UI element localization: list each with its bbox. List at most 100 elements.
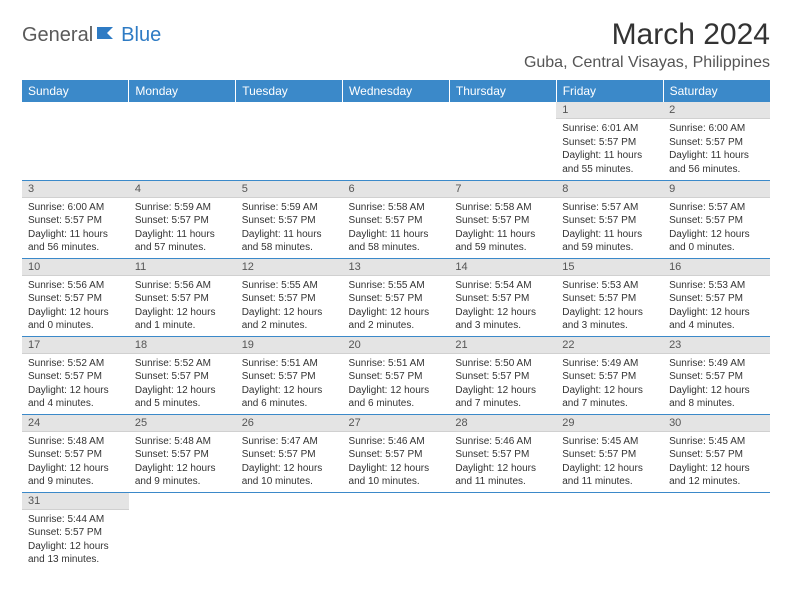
day-number: 12 xyxy=(236,259,343,276)
day-line: Daylight: 12 hours xyxy=(28,306,123,320)
day-line: Sunrise: 5:55 AM xyxy=(242,279,337,293)
day-line: Sunset: 5:57 PM xyxy=(669,292,764,306)
day-line: and 4 minutes. xyxy=(669,319,764,333)
day-line: Daylight: 11 hours xyxy=(562,149,657,163)
day-number: 28 xyxy=(449,415,556,432)
day-line: and 2 minutes. xyxy=(349,319,444,333)
calendar-day-cell: 3Sunrise: 6:00 AMSunset: 5:57 PMDaylight… xyxy=(22,180,129,258)
day-line: Daylight: 11 hours xyxy=(669,149,764,163)
day-line: Sunrise: 5:49 AM xyxy=(562,357,657,371)
day-content: Sunrise: 5:48 AMSunset: 5:57 PMDaylight:… xyxy=(129,432,236,492)
day-line: Daylight: 12 hours xyxy=(28,384,123,398)
day-line: Daylight: 11 hours xyxy=(135,228,230,242)
calendar-day-cell: 17Sunrise: 5:52 AMSunset: 5:57 PMDayligh… xyxy=(22,336,129,414)
day-line: and 11 minutes. xyxy=(455,475,550,489)
day-number: 29 xyxy=(556,415,663,432)
day-line: Sunrise: 5:59 AM xyxy=(135,201,230,215)
day-content: Sunrise: 5:54 AMSunset: 5:57 PMDaylight:… xyxy=(449,276,556,336)
day-content: Sunrise: 5:52 AMSunset: 5:57 PMDaylight:… xyxy=(129,354,236,414)
day-line: and 57 minutes. xyxy=(135,241,230,255)
day-line: and 13 minutes. xyxy=(28,553,123,567)
day-line: Daylight: 12 hours xyxy=(562,306,657,320)
day-content: Sunrise: 5:55 AMSunset: 5:57 PMDaylight:… xyxy=(236,276,343,336)
day-line: and 7 minutes. xyxy=(562,397,657,411)
day-line: Sunset: 5:57 PM xyxy=(669,448,764,462)
month-title: March 2024 xyxy=(524,18,770,52)
day-content: Sunrise: 5:59 AMSunset: 5:57 PMDaylight:… xyxy=(236,198,343,258)
day-number: 24 xyxy=(22,415,129,432)
calendar-day-cell: 4Sunrise: 5:59 AMSunset: 5:57 PMDaylight… xyxy=(129,180,236,258)
calendar-week-row: 1Sunrise: 6:01 AMSunset: 5:57 PMDaylight… xyxy=(22,102,770,180)
day-number: 21 xyxy=(449,337,556,354)
weekday-header: Monday xyxy=(129,80,236,102)
calendar-day-cell: 12Sunrise: 5:55 AMSunset: 5:57 PMDayligh… xyxy=(236,258,343,336)
day-number: 26 xyxy=(236,415,343,432)
calendar-day-cell: 18Sunrise: 5:52 AMSunset: 5:57 PMDayligh… xyxy=(129,336,236,414)
day-content: Sunrise: 5:51 AMSunset: 5:57 PMDaylight:… xyxy=(343,354,450,414)
day-line: and 9 minutes. xyxy=(28,475,123,489)
day-line: Sunset: 5:57 PM xyxy=(562,292,657,306)
day-content: Sunrise: 5:58 AMSunset: 5:57 PMDaylight:… xyxy=(343,198,450,258)
day-content: Sunrise: 5:56 AMSunset: 5:57 PMDaylight:… xyxy=(22,276,129,336)
day-content: Sunrise: 5:45 AMSunset: 5:57 PMDaylight:… xyxy=(663,432,770,492)
weekday-header: Thursday xyxy=(449,80,556,102)
day-number: 3 xyxy=(22,181,129,198)
calendar-day-cell xyxy=(449,102,556,180)
day-line: Sunrise: 5:57 AM xyxy=(669,201,764,215)
calendar-day-cell: 7Sunrise: 5:58 AMSunset: 5:57 PMDaylight… xyxy=(449,180,556,258)
day-line: Sunset: 5:57 PM xyxy=(562,136,657,150)
day-line: Sunrise: 5:58 AM xyxy=(349,201,444,215)
weekday-header: Wednesday xyxy=(343,80,450,102)
day-line: and 56 minutes. xyxy=(28,241,123,255)
day-number: 19 xyxy=(236,337,343,354)
day-number: 15 xyxy=(556,259,663,276)
day-line: Sunset: 5:57 PM xyxy=(135,448,230,462)
day-line: Daylight: 12 hours xyxy=(455,384,550,398)
day-line: Daylight: 12 hours xyxy=(669,462,764,476)
day-number: 30 xyxy=(663,415,770,432)
calendar-day-cell: 31Sunrise: 5:44 AMSunset: 5:57 PMDayligh… xyxy=(22,492,129,570)
day-number: 16 xyxy=(663,259,770,276)
weekday-header-row: Sunday Monday Tuesday Wednesday Thursday… xyxy=(22,80,770,102)
day-line: Daylight: 12 hours xyxy=(349,306,444,320)
day-line: and 8 minutes. xyxy=(669,397,764,411)
calendar-day-cell: 16Sunrise: 5:53 AMSunset: 5:57 PMDayligh… xyxy=(663,258,770,336)
day-line: and 5 minutes. xyxy=(135,397,230,411)
day-line: Sunrise: 5:50 AM xyxy=(455,357,550,371)
day-number: 1 xyxy=(556,102,663,119)
day-content: Sunrise: 5:48 AMSunset: 5:57 PMDaylight:… xyxy=(22,432,129,492)
day-number: 18 xyxy=(129,337,236,354)
day-line: Sunset: 5:57 PM xyxy=(349,214,444,228)
day-line: Daylight: 12 hours xyxy=(135,462,230,476)
day-number: 10 xyxy=(22,259,129,276)
day-line: and 59 minutes. xyxy=(455,241,550,255)
day-line: Sunset: 5:57 PM xyxy=(669,370,764,384)
day-content: Sunrise: 5:44 AMSunset: 5:57 PMDaylight:… xyxy=(22,510,129,570)
day-number: 22 xyxy=(556,337,663,354)
day-line: Sunrise: 5:59 AM xyxy=(242,201,337,215)
logo-text-general: General xyxy=(22,24,93,47)
weekday-header: Saturday xyxy=(663,80,770,102)
day-line: and 11 minutes. xyxy=(562,475,657,489)
calendar-day-cell: 9Sunrise: 5:57 AMSunset: 5:57 PMDaylight… xyxy=(663,180,770,258)
day-line: Sunset: 5:57 PM xyxy=(28,526,123,540)
day-line: Sunset: 5:57 PM xyxy=(28,292,123,306)
calendar-day-cell: 5Sunrise: 5:59 AMSunset: 5:57 PMDaylight… xyxy=(236,180,343,258)
calendar-day-cell: 28Sunrise: 5:46 AMSunset: 5:57 PMDayligh… xyxy=(449,414,556,492)
day-line: Daylight: 11 hours xyxy=(349,228,444,242)
day-line: Sunrise: 5:44 AM xyxy=(28,513,123,527)
calendar-day-cell: 19Sunrise: 5:51 AMSunset: 5:57 PMDayligh… xyxy=(236,336,343,414)
weekday-header: Sunday xyxy=(22,80,129,102)
day-line: Daylight: 12 hours xyxy=(349,462,444,476)
day-line: and 56 minutes. xyxy=(669,163,764,177)
day-number: 5 xyxy=(236,181,343,198)
day-line: Daylight: 11 hours xyxy=(562,228,657,242)
day-line: Sunrise: 6:00 AM xyxy=(669,122,764,136)
calendar-week-row: 31Sunrise: 5:44 AMSunset: 5:57 PMDayligh… xyxy=(22,492,770,570)
day-line: Daylight: 12 hours xyxy=(455,462,550,476)
calendar-day-cell: 27Sunrise: 5:46 AMSunset: 5:57 PMDayligh… xyxy=(343,414,450,492)
day-line: Sunrise: 5:48 AM xyxy=(28,435,123,449)
day-line: Sunset: 5:57 PM xyxy=(28,214,123,228)
calendar-day-cell: 26Sunrise: 5:47 AMSunset: 5:57 PMDayligh… xyxy=(236,414,343,492)
day-line: Daylight: 12 hours xyxy=(669,306,764,320)
